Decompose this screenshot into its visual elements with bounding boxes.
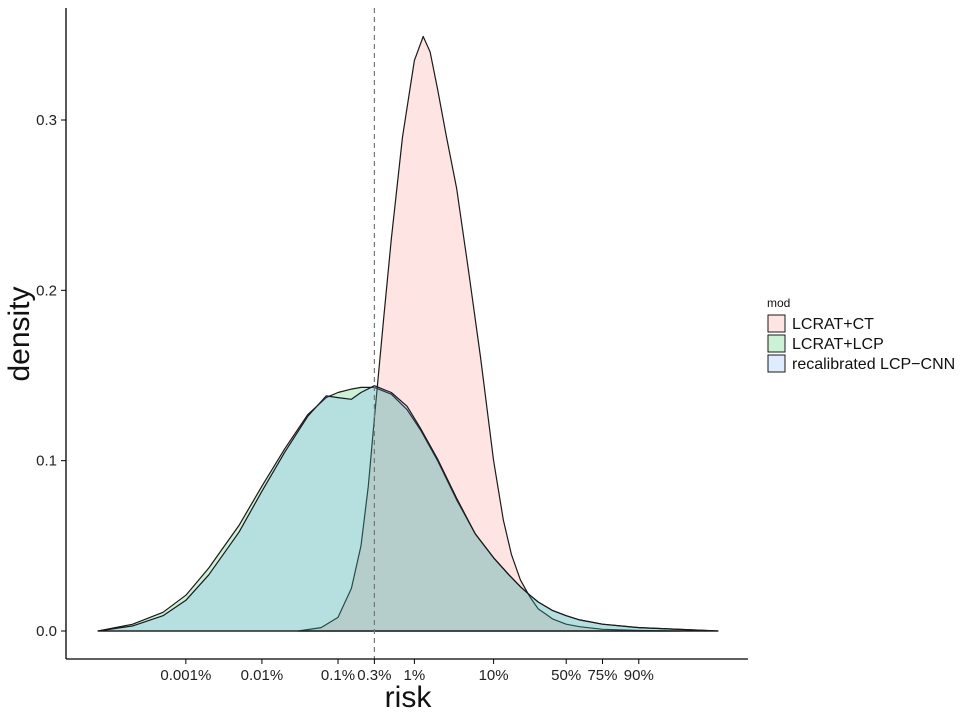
x-axis-ticks: 0.001% 0.01% 0.1% 0.3% 1% 10% 50% 75% 90% — [160, 659, 654, 684]
x-tick-label: 0.001% — [160, 667, 211, 684]
x-tick-label: 0.1% — [321, 667, 355, 684]
y-tick-label: 0.1 — [36, 453, 57, 470]
legend-title: mod — [767, 296, 790, 310]
legend-label-lcrat-ct: LCRAT+CT — [792, 316, 874, 333]
x-tick-label: 10% — [479, 667, 509, 684]
x-tick-label: 0.3% — [357, 667, 391, 684]
y-tick-label: 0.2 — [36, 282, 57, 299]
density-area-recalibrated-lcp-cnn — [97, 385, 719, 632]
legend-key-lcrat-ct — [767, 314, 786, 333]
legend-key-recalibrated-lcp-cnn — [767, 354, 786, 373]
x-axis-title: risk — [385, 681, 433, 714]
density-area-lcrat-ct — [297, 35, 682, 632]
y-axis-title: density — [3, 286, 36, 381]
y-tick-label: 0.3 — [36, 112, 57, 129]
density-areas — [97, 35, 719, 632]
legend-label-recalibrated-lcp-cnn: recalibrated LCP−CNN — [792, 356, 955, 373]
x-tick-label: 90% — [624, 667, 654, 684]
legend-key-lcrat-lcp — [767, 334, 786, 353]
x-tick-label: 1% — [404, 667, 426, 684]
y-tick-label: 0.0 — [36, 623, 57, 640]
x-tick-label: 0.01% — [241, 667, 284, 684]
x-tick-label: 75% — [587, 667, 617, 684]
x-tick-label: 50% — [551, 667, 581, 684]
y-axis-ticks: 0.0 0.1 0.2 0.3 — [36, 112, 66, 640]
legend: mod LCRAT+CT LCRAT+LCP recalibrated LCP−CN… — [767, 296, 955, 373]
legend-label-lcrat-lcp: LCRAT+LCP — [792, 336, 884, 353]
